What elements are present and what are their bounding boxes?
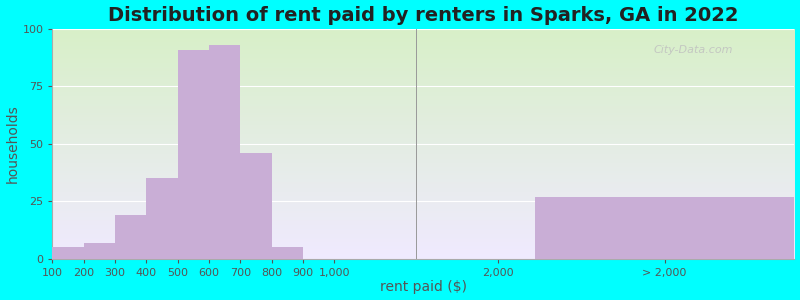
Bar [52, 247, 84, 259]
Bar [272, 247, 303, 259]
Bar [146, 178, 178, 259]
Y-axis label: households: households [6, 104, 19, 183]
Bar [534, 196, 794, 259]
Bar [84, 243, 115, 259]
Bar [209, 45, 240, 259]
X-axis label: rent paid ($): rent paid ($) [380, 280, 467, 294]
Bar [240, 153, 272, 259]
Title: Distribution of rent paid by renters in Sparks, GA in 2022: Distribution of rent paid by renters in … [108, 6, 738, 25]
Text: City-Data.com: City-Data.com [654, 45, 733, 55]
Bar [115, 215, 146, 259]
Bar [178, 50, 209, 259]
